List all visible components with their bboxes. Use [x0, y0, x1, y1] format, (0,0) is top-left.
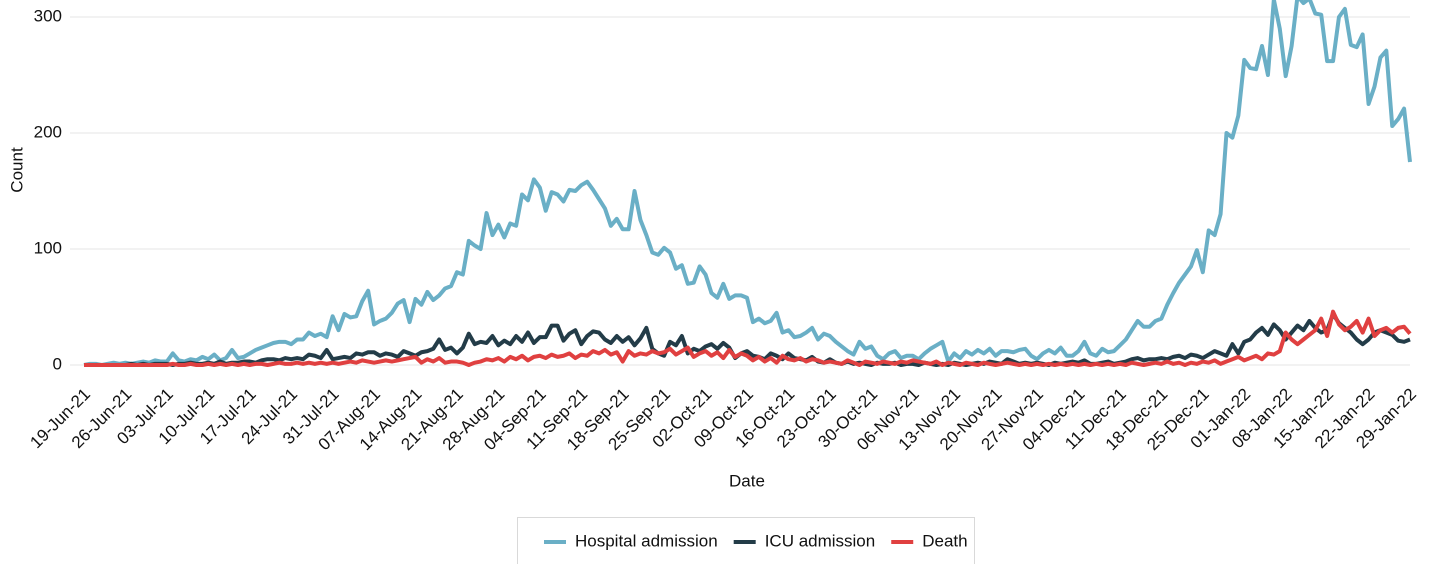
- legend-label: Death: [922, 531, 967, 550]
- legend-label: ICU admission: [765, 531, 876, 550]
- x-axis-label: Date: [729, 471, 765, 490]
- series-line: [84, 311, 1411, 368]
- series-line: [84, 309, 1412, 368]
- y-tick-label: 300: [34, 6, 62, 25]
- legend-label: Hospital admission: [575, 531, 718, 550]
- y-axis-label: Count: [7, 147, 26, 193]
- legend: Hospital admission ICU admission Death: [517, 517, 975, 564]
- series-line: [83, 0, 1412, 368]
- y-tick-label: 0: [53, 355, 62, 374]
- y-tick-label: 100: [34, 238, 62, 257]
- y-tick-label: 200: [34, 122, 62, 141]
